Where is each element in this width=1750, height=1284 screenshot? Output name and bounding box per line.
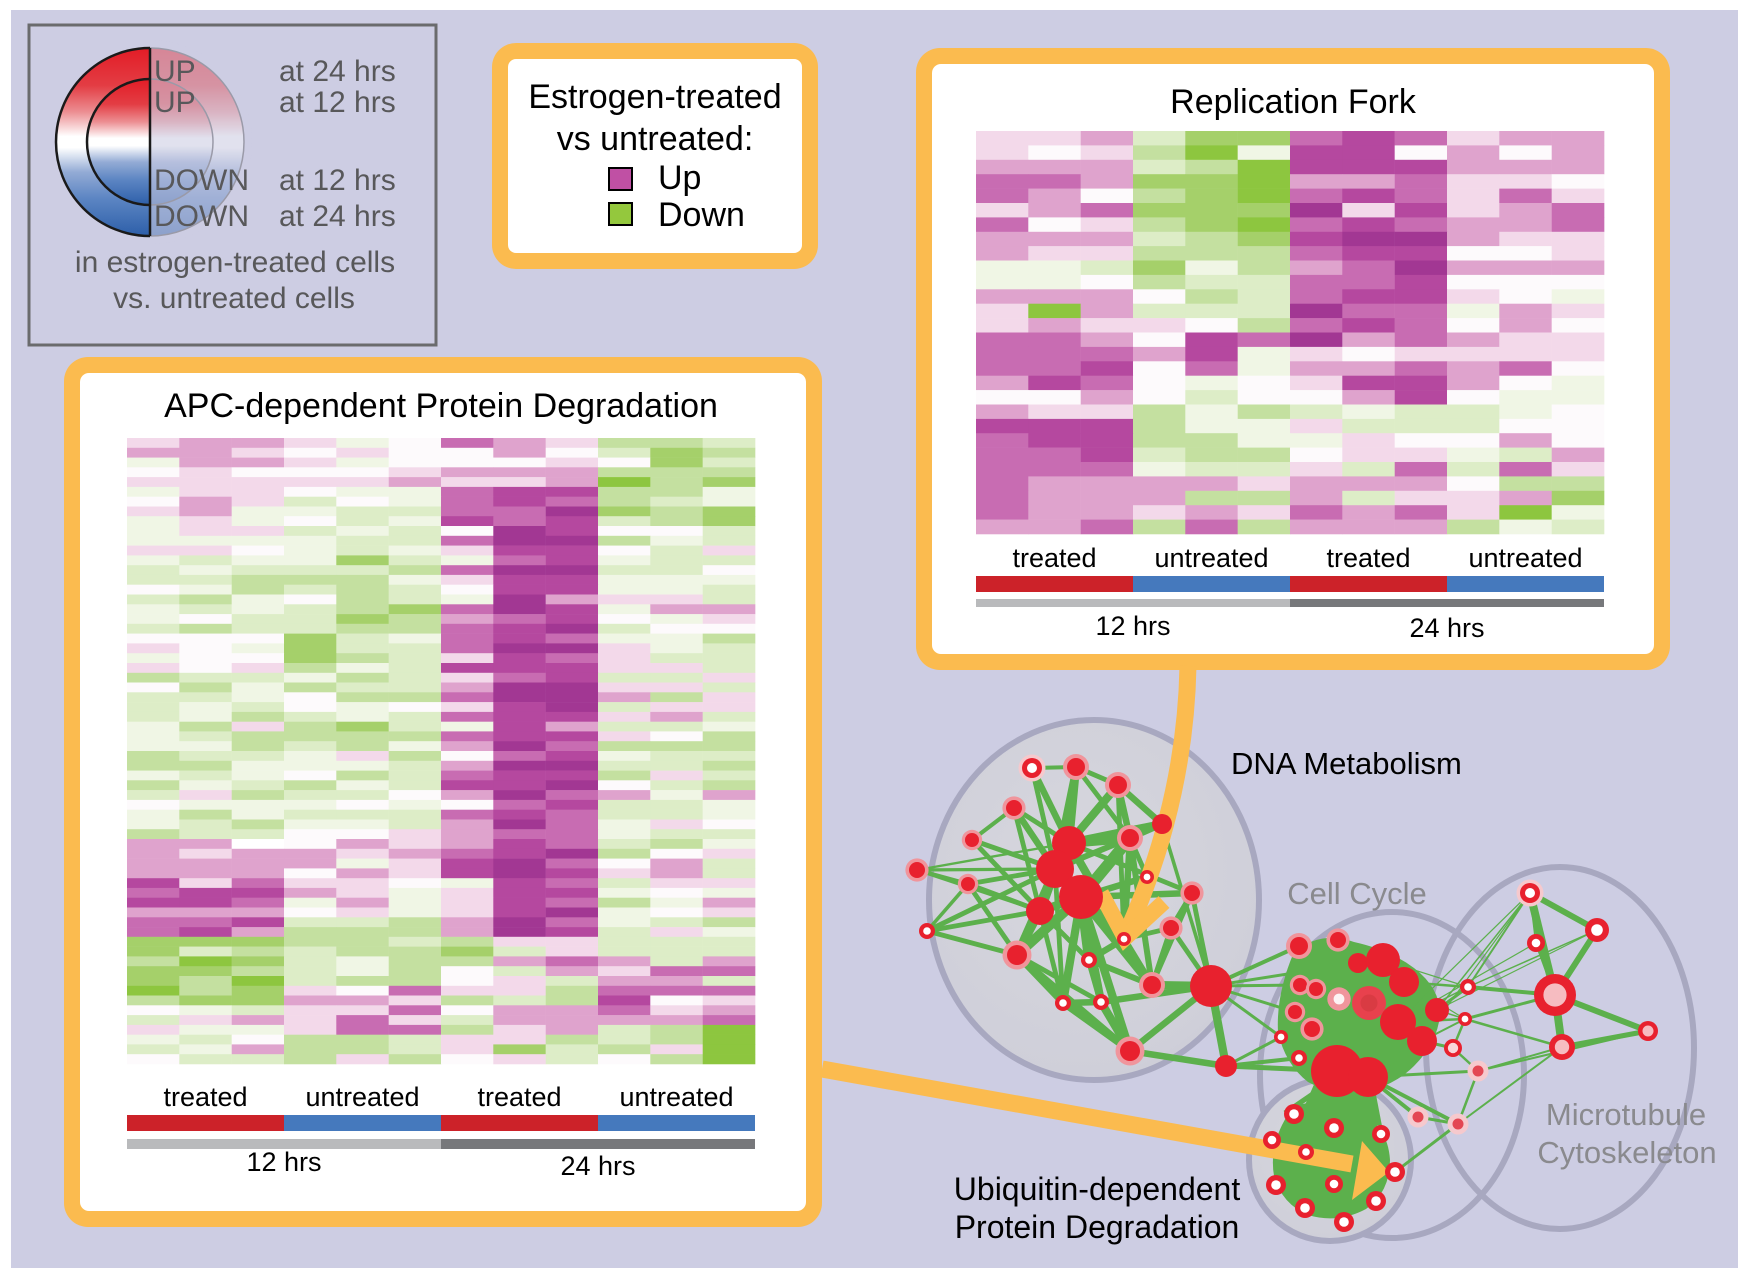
svg-text:untreated: untreated: [1468, 543, 1582, 573]
svg-text:Estrogen-treated: Estrogen-treated: [528, 78, 781, 116]
svg-text:untreated: untreated: [305, 1082, 419, 1112]
svg-text:UP: UP: [154, 86, 196, 119]
svg-text:untreated: untreated: [619, 1082, 733, 1112]
svg-text:at 24 hrs: at 24 hrs: [279, 55, 396, 88]
svg-text:APC-dependent Protein Degradat: APC-dependent Protein Degradation: [164, 387, 718, 425]
svg-text:Protein Degradation: Protein Degradation: [955, 1209, 1240, 1245]
svg-text:vs untreated:: vs untreated:: [557, 120, 754, 158]
svg-text:Ubiquitin-dependent: Ubiquitin-dependent: [954, 1171, 1241, 1207]
svg-text:treated: treated: [1012, 543, 1096, 573]
svg-text:at 24 hrs: at 24 hrs: [279, 200, 396, 233]
svg-text:treated: treated: [1326, 543, 1410, 573]
svg-text:Cytoskeleton: Cytoskeleton: [1537, 1135, 1716, 1170]
svg-text:Up: Up: [658, 159, 701, 197]
svg-text:24 hrs: 24 hrs: [1409, 613, 1484, 643]
svg-text:treated: treated: [477, 1082, 561, 1112]
svg-text:Cell Cycle: Cell Cycle: [1287, 876, 1427, 911]
svg-text:12 hrs: 12 hrs: [246, 1147, 321, 1177]
svg-text:12 hrs: 12 hrs: [1095, 611, 1170, 641]
svg-text:vs. untreated cells: vs. untreated cells: [113, 282, 355, 315]
svg-text:Replication Fork: Replication Fork: [1170, 83, 1417, 121]
svg-text:at 12 hrs: at 12 hrs: [279, 164, 396, 197]
svg-text:in estrogen-treated cells: in estrogen-treated cells: [75, 246, 395, 279]
svg-text:UP: UP: [154, 55, 196, 88]
svg-text:Down: Down: [658, 196, 745, 234]
svg-text:at 12 hrs: at 12 hrs: [279, 86, 396, 119]
svg-text:untreated: untreated: [1154, 543, 1268, 573]
svg-text:DOWN: DOWN: [154, 200, 249, 233]
svg-text:24 hrs: 24 hrs: [560, 1151, 635, 1181]
svg-text:treated: treated: [163, 1082, 247, 1112]
svg-text:DNA Metabolism: DNA Metabolism: [1231, 746, 1462, 781]
svg-text:DOWN: DOWN: [154, 164, 249, 197]
svg-text:Microtubule: Microtubule: [1546, 1097, 1706, 1132]
